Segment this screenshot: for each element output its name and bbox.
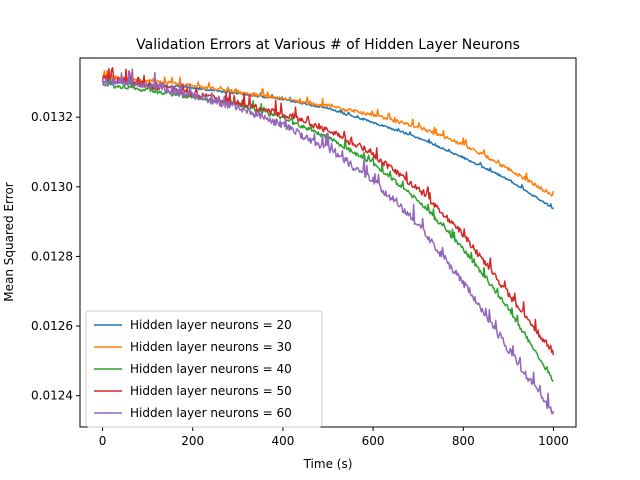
x-tick-label: 0	[99, 434, 107, 448]
ticks-layer: 0 200 400 600 800 1000 0.0124 0.0126 0.0128 0.013…	[31, 110, 569, 448]
x-tick-label: 400	[271, 434, 294, 448]
legend-label: Hidden layer neurons = 60	[130, 406, 292, 420]
legend: Hidden layer neurons = 20 Hidden layer ne…	[85, 310, 323, 428]
legend-label: Hidden layer neurons = 50	[130, 384, 292, 398]
y-tick-label: 0.0126	[31, 319, 73, 333]
y-tick-label: 0.0132	[31, 110, 73, 124]
y-tick-label: 0.0130	[31, 180, 73, 194]
y-tick-label: 0.0128	[31, 249, 73, 263]
chart-title: Validation Errors at Various # of Hidden…	[136, 37, 520, 53]
legend-label: Hidden layer neurons = 30	[130, 340, 292, 354]
y-axis-label: Mean Squared Error	[2, 182, 16, 302]
series-line-2	[101, 69, 555, 197]
series-line-1	[102, 78, 554, 210]
y-tick-label: 0.0124	[31, 389, 73, 403]
legend-box	[85, 310, 323, 428]
plot-frame	[79, 57, 577, 428]
x-tick-label: 800	[452, 434, 475, 448]
legend-label: Hidden layer neurons = 40	[130, 362, 292, 376]
legend-label: Hidden layer neurons = 20	[130, 318, 292, 332]
series-line-5	[101, 68, 555, 415]
x-tick-label: 1000	[538, 434, 569, 448]
x-axis-label: Time (s)	[303, 457, 353, 471]
series-layer	[101, 67, 555, 415]
x-tick-label: 200	[181, 434, 204, 448]
x-tick-label: 600	[362, 434, 385, 448]
